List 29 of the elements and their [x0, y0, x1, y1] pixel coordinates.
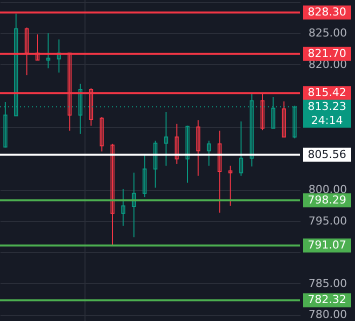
candlestick: [196, 120, 200, 176]
y-tick-label: 795.00: [308, 214, 347, 228]
candlestick: [164, 112, 168, 166]
candlestick: [228, 165, 232, 206]
text: 24:14: [311, 114, 343, 127]
y-tick-label: 825.00: [308, 26, 347, 40]
candlestick: [186, 125, 190, 184]
candlestick: [100, 116, 104, 152]
candlestick: [142, 154, 147, 198]
ref-line-label: 782.32: [308, 293, 346, 306]
ref-line-label: 821.70: [308, 46, 346, 60]
candlestick: [282, 100, 286, 138]
candlestick: [110, 143, 114, 246]
candlestick: [218, 130, 222, 214]
candlestick: [174, 123, 179, 164]
ref-line-label: 815.42: [308, 86, 346, 100]
candlestick: [239, 120, 244, 176]
y-tick-label: 780.00: [308, 308, 347, 321]
candlestick: [46, 32, 50, 69]
candlestick: [132, 172, 136, 238]
ref-line-label: 813.23: [308, 100, 346, 113]
candlestick: [56, 38, 61, 74]
y-tick-label: 785.00: [308, 276, 347, 290]
candlestick: [153, 140, 158, 188]
ref-line-label: 791.07: [308, 238, 346, 252]
ref-line-label: 828.30: [308, 6, 346, 19]
ref-line-label: 805.56: [308, 148, 346, 161]
candlestick: [121, 188, 126, 226]
candlestick: [206, 140, 211, 166]
